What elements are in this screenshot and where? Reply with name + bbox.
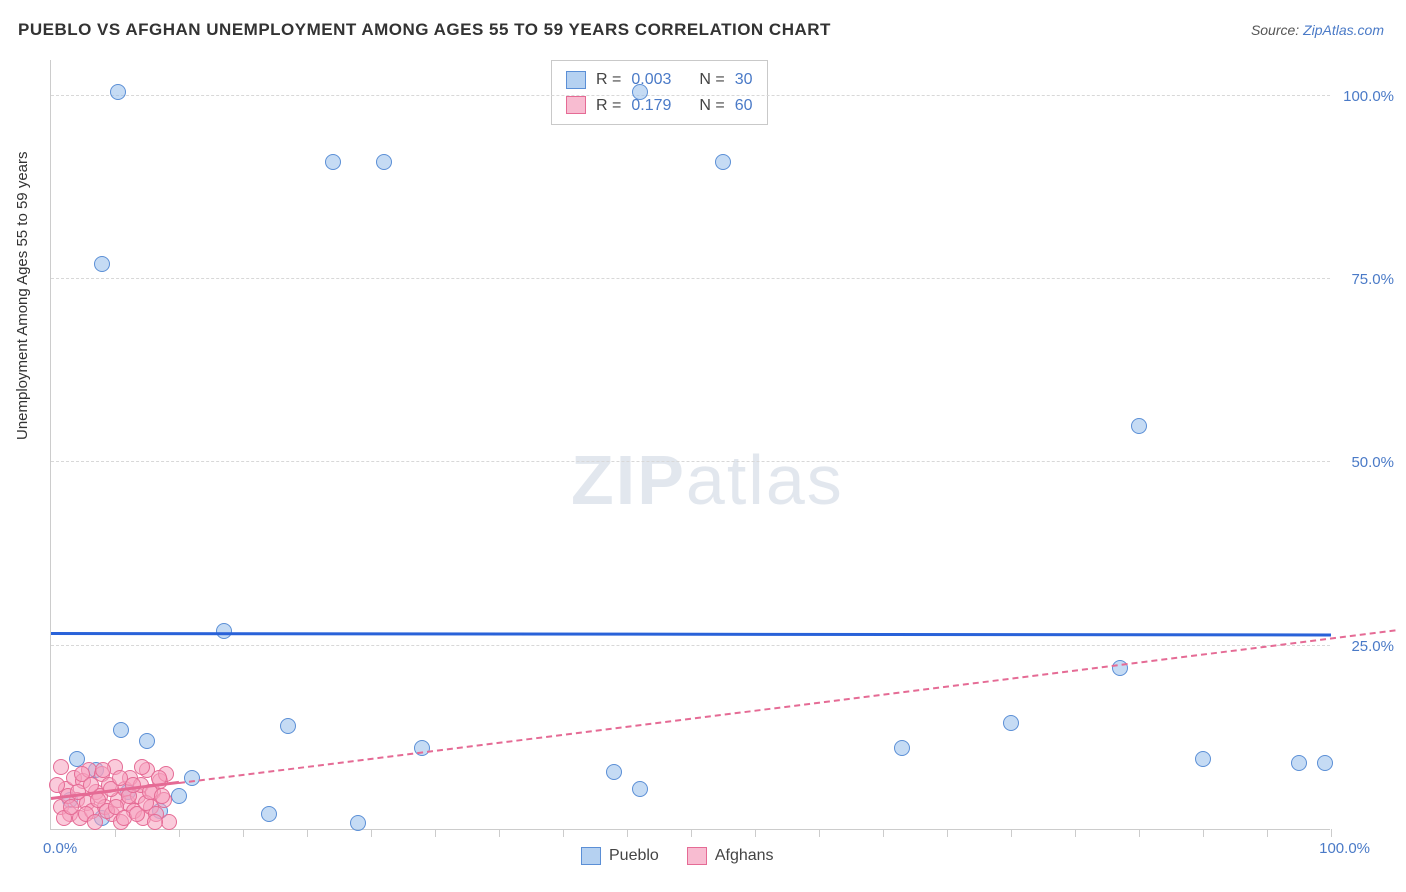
x-tick	[435, 829, 436, 837]
point-pueblo	[216, 623, 232, 639]
legend-item-afghans: Afghans	[687, 847, 774, 865]
point-pueblo	[350, 815, 366, 831]
swatch-pink-icon	[566, 96, 586, 114]
x-tick	[179, 829, 180, 837]
watermark-bold: ZIP	[571, 441, 686, 519]
stats-row-pueblo: R = 0.003 N = 30	[566, 67, 753, 93]
x-tick	[371, 829, 372, 837]
x-tick	[499, 829, 500, 837]
point-pueblo	[1112, 660, 1128, 676]
x-tick	[819, 829, 820, 837]
x-tick	[115, 829, 116, 837]
y-tick-label: 75.0%	[1351, 271, 1394, 288]
swatch-blue-icon	[581, 847, 601, 865]
stats-legend: R = 0.003 N = 30 R = 0.179 N = 60	[551, 60, 768, 125]
x-tick	[1011, 829, 1012, 837]
legend-label: Pueblo	[609, 847, 659, 865]
x-tick	[691, 829, 692, 837]
n-value: 30	[735, 67, 753, 93]
source-link[interactable]: ZipAtlas.com	[1303, 22, 1384, 38]
gridline	[51, 645, 1330, 646]
point-pueblo	[110, 84, 126, 100]
point-pueblo	[94, 256, 110, 272]
n-label: N =	[699, 93, 724, 119]
x-tick	[883, 829, 884, 837]
x-tick	[1075, 829, 1076, 837]
point-afghans	[134, 759, 150, 775]
point-afghans	[95, 762, 111, 778]
x-min-label: 0.0%	[43, 840, 77, 857]
x-tick	[1331, 829, 1332, 837]
x-tick	[243, 829, 244, 837]
point-pueblo	[1131, 418, 1147, 434]
r-label: R =	[596, 93, 621, 119]
gridline	[51, 95, 1330, 96]
legend-label: Afghans	[715, 847, 774, 865]
y-tick-label: 25.0%	[1351, 638, 1394, 655]
y-tick-label: 50.0%	[1351, 454, 1394, 471]
x-tick	[1267, 829, 1268, 837]
y-tick-label: 100.0%	[1343, 88, 1394, 105]
point-pueblo	[1195, 751, 1211, 767]
point-afghans	[87, 814, 103, 830]
point-pueblo	[139, 733, 155, 749]
point-pueblo	[632, 84, 648, 100]
point-pueblo	[1291, 755, 1307, 771]
point-afghans	[147, 814, 163, 830]
point-pueblo	[1317, 755, 1333, 771]
point-afghans	[53, 759, 69, 775]
gridline	[51, 461, 1330, 462]
n-value: 60	[735, 93, 753, 119]
point-pueblo	[606, 764, 622, 780]
r-label: R =	[596, 67, 621, 93]
watermark-rest: atlas	[686, 441, 844, 519]
legend-item-pueblo: Pueblo	[581, 847, 659, 865]
plot-area: ZIPatlas R = 0.003 N = 30 R = 0.179 N = …	[50, 60, 1330, 830]
point-pueblo	[376, 154, 392, 170]
point-afghans	[161, 814, 177, 830]
x-tick	[947, 829, 948, 837]
trend-line-afghans-dashed	[179, 629, 1395, 784]
x-max-label: 100.0%	[1319, 840, 1370, 857]
x-tick	[755, 829, 756, 837]
point-pueblo	[280, 718, 296, 734]
swatch-pink-icon	[687, 847, 707, 865]
point-pueblo	[325, 154, 341, 170]
point-pueblo	[1003, 715, 1019, 731]
point-pueblo	[113, 722, 129, 738]
bottom-legend: Pueblo Afghans	[581, 847, 774, 865]
x-tick	[563, 829, 564, 837]
point-pueblo	[715, 154, 731, 170]
source-label: Source:	[1251, 22, 1303, 38]
swatch-blue-icon	[566, 71, 586, 89]
trend-line-pueblo	[51, 632, 1331, 636]
gridline	[51, 278, 1330, 279]
source-attribution: Source: ZipAtlas.com	[1251, 22, 1384, 38]
watermark: ZIPatlas	[571, 440, 844, 520]
point-pueblo	[261, 806, 277, 822]
x-tick	[1203, 829, 1204, 837]
y-axis-label: Unemployment Among Ages 55 to 59 years	[14, 151, 31, 440]
x-tick	[627, 829, 628, 837]
point-afghans	[154, 788, 170, 804]
stats-row-afghans: R = 0.179 N = 60	[566, 93, 753, 119]
n-label: N =	[699, 67, 724, 93]
point-pueblo	[632, 781, 648, 797]
chart-title: PUEBLO VS AFGHAN UNEMPLOYMENT AMONG AGES…	[18, 20, 831, 40]
point-pueblo	[184, 770, 200, 786]
x-tick	[307, 829, 308, 837]
point-pueblo	[171, 788, 187, 804]
x-tick	[1139, 829, 1140, 837]
point-pueblo	[894, 740, 910, 756]
